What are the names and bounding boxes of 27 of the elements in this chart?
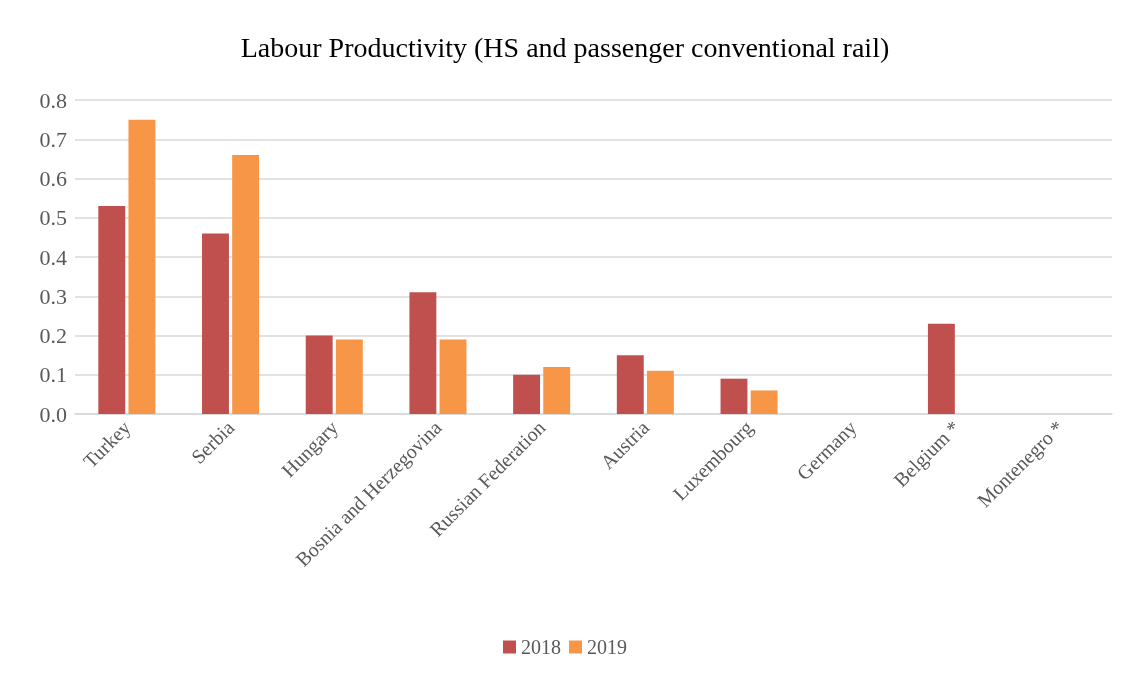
bar: [616, 355, 644, 414]
bar: [409, 292, 437, 414]
bar: [646, 370, 674, 414]
bar: [335, 339, 363, 414]
y-tick-label: 0.7: [39, 126, 67, 152]
legend-label: 2019: [587, 636, 627, 658]
bar: [513, 374, 541, 414]
y-tick-label: 0.2: [39, 323, 67, 348]
y-tick-label: 0.1: [39, 362, 67, 388]
bar: [750, 390, 778, 414]
y-tick-label: 0.4: [39, 244, 67, 270]
bar: [543, 366, 571, 414]
bar: [305, 335, 333, 414]
y-tick-label: 0.5: [39, 205, 67, 231]
bar: [98, 205, 126, 414]
bar: [232, 154, 260, 414]
bar: [128, 119, 156, 414]
y-tick-label: 0.3: [39, 283, 67, 309]
bar: [720, 378, 748, 414]
bar: [202, 233, 229, 414]
bar: [439, 339, 467, 414]
y-tick-label: 0.6: [39, 166, 67, 191]
y-tick-label: 0.8: [39, 87, 67, 113]
legend-label: 2018: [521, 636, 561, 658]
chart-title: Labour Productivity (HS and passenger conventional rail): [240, 31, 890, 63]
bar: [927, 323, 955, 414]
y-tick-label: 0.0: [39, 401, 67, 427]
